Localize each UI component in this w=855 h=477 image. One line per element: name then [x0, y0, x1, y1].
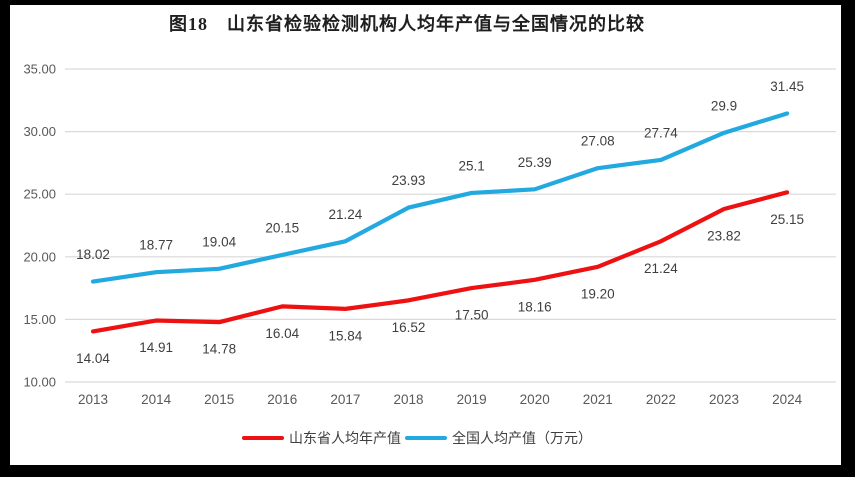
legend-swatch-national	[405, 435, 447, 441]
x-axis-tick-label: 2018	[393, 392, 423, 407]
y-axis-tick-label: 25.00	[23, 187, 56, 202]
x-axis-tick-label: 2014	[141, 392, 172, 407]
y-axis-tick-label: 15.00	[23, 312, 56, 327]
legend-swatch-shandong	[242, 435, 284, 441]
data-label-national: 20.15	[265, 220, 299, 235]
x-axis-tick-label: 2015	[204, 392, 234, 407]
data-label-national: 19.04	[202, 234, 236, 249]
data-label-national: 29.9	[711, 98, 737, 113]
data-label-shandong: 18.16	[518, 299, 552, 314]
data-label-national: 27.74	[644, 125, 678, 140]
x-axis-tick-label: 2022	[646, 392, 676, 407]
y-axis-tick-label: 35.00	[23, 62, 56, 77]
data-label-shandong: 25.15	[770, 212, 804, 227]
series-line-national	[90, 111, 790, 284]
data-label-national: 31.45	[770, 79, 804, 94]
data-label-national: 21.24	[329, 207, 363, 222]
data-label-shandong: 15.84	[329, 328, 363, 343]
data-label-shandong: 17.50	[455, 308, 489, 323]
legend-item-national: 全国人均产值（万元）	[405, 428, 592, 448]
legend-label-shandong: 山东省人均年产值	[289, 430, 401, 446]
legend-item-shandong: 山东省人均年产值	[242, 428, 401, 448]
y-axis-tick-label: 30.00	[23, 124, 56, 139]
x-axis-tick-label: 2021	[583, 392, 613, 407]
data-label-shandong: 21.24	[644, 261, 678, 276]
x-axis-tick-label: 2023	[709, 392, 739, 407]
legend-label-national: 全国人均产值（万元）	[452, 430, 592, 446]
data-label-national: 25.1	[458, 158, 484, 173]
y-axis-tick-label: 10.00	[23, 375, 56, 390]
data-label-national: 18.77	[139, 238, 173, 253]
data-label-shandong: 14.78	[202, 342, 236, 357]
frame-border-top	[0, 0, 855, 5]
chart-title: 图18 山东省检验检测机构人均年产值与全国情况的比较	[169, 14, 645, 34]
data-label-shandong: 16.52	[392, 320, 426, 335]
legend: 山东省人均年产值 全国人均产值（万元）	[0, 426, 834, 450]
x-axis-tick-label: 2019	[457, 392, 487, 407]
series-line-shandong	[90, 190, 790, 334]
data-label-national: 23.93	[392, 173, 426, 188]
data-label-national: 18.02	[76, 247, 110, 262]
data-label-shandong: 23.82	[707, 228, 741, 243]
data-label-national: 25.39	[518, 155, 552, 170]
x-axis-tick-label: 2020	[520, 392, 550, 407]
x-axis-tick-label: 2024	[772, 392, 803, 407]
frame-border-right	[841, 0, 855, 477]
frame-border-bottom	[0, 465, 855, 477]
y-axis-tick-label: 20.00	[23, 249, 56, 264]
x-axis-tick-label: 2013	[78, 392, 108, 407]
data-label-shandong: 14.91	[139, 340, 173, 355]
data-label-national: 27.08	[581, 134, 615, 149]
data-label-shandong: 16.04	[265, 326, 299, 341]
data-label-shandong: 19.20	[581, 286, 615, 301]
x-axis-tick-label: 2017	[330, 392, 360, 407]
frame-border-left	[0, 0, 10, 477]
x-axis-tick-label: 2016	[267, 392, 297, 407]
data-label-shandong: 14.04	[76, 351, 110, 366]
